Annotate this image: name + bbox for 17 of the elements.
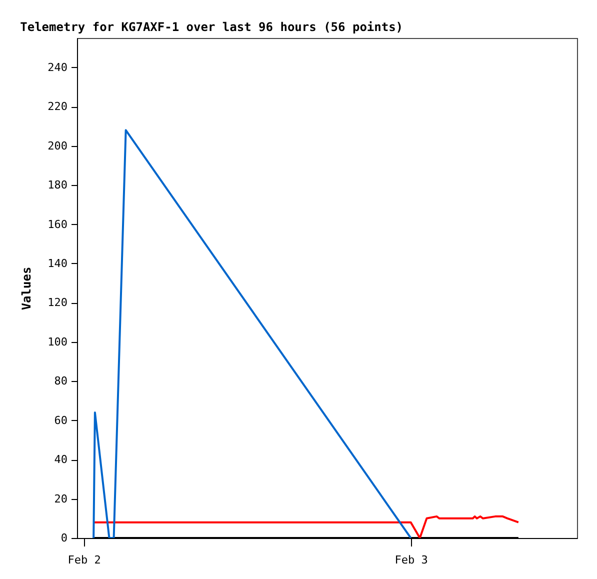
y-tick-label: 100 — [48, 335, 68, 348]
y-tick-label: 120 — [48, 296, 68, 310]
y-tick-label: 80 — [54, 374, 68, 388]
y-axis-title: Values — [20, 266, 34, 310]
chart-title: Telemetry for KG7AXF-1 over last 96 hours (56 points) — [20, 20, 404, 34]
y-tick-label: 180 — [48, 178, 68, 192]
y-tick-label: 200 — [48, 139, 68, 152]
y-tick-label: 240 — [48, 60, 68, 74]
x-tick-label: Feb 2 — [68, 554, 101, 566]
x-tick-label: Feb 3 — [394, 554, 428, 566]
y-tick-label: 220 — [48, 100, 68, 114]
y-tick-label: 20 — [54, 492, 68, 506]
y-tick-label: 140 — [48, 256, 68, 270]
y-tick-label: 60 — [54, 414, 68, 427]
y-tick-label: 40 — [54, 453, 68, 466]
y-tick-label: 0 — [60, 532, 68, 544]
y-tick-label: 160 — [48, 218, 68, 231]
